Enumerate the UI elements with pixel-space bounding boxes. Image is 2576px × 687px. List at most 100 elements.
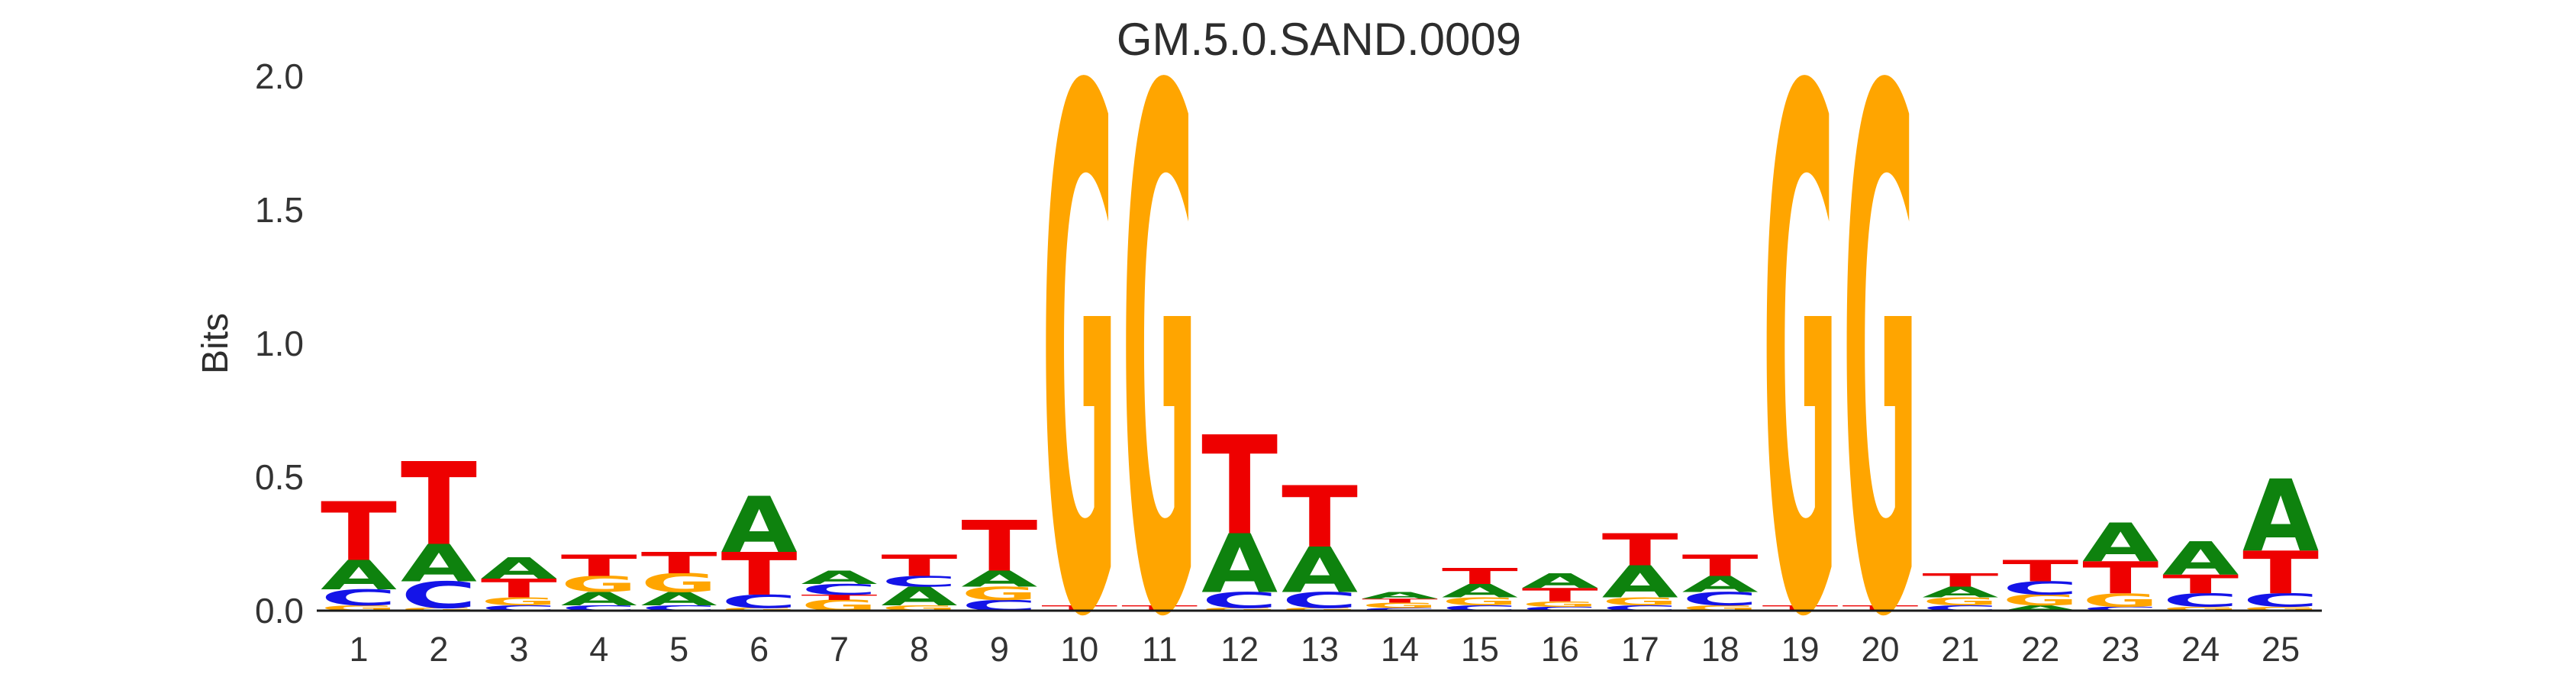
x-axis-tick-labels: 1 2 3 4 5 6 7 8 9 10 11 12 13 14 15 16 17 18 19 20 21 22 23 24 2… (349, 630, 2300, 669)
x-tick-label: 20 (1861, 630, 1899, 669)
logo-letter-G-pos23: G (2082, 590, 2158, 611)
logo-letter-A-pos25: A (2242, 460, 2319, 575)
x-tick-label: 14 (1381, 630, 1419, 669)
logo-letter-T-pos21: T (1922, 570, 1999, 592)
logo-letter-A-pos22: A (2002, 604, 2078, 612)
logo-letter-T-pos11: T (1121, 604, 1198, 612)
logo-letter-C-pos22: C (2002, 578, 2078, 599)
logo-letter-T-pos10: T (1041, 604, 1118, 612)
x-tick-label: 24 (2181, 630, 2220, 669)
y-axis-tick-labels: 0.0 0.5 1.0 1.5 2.0 (255, 56, 304, 631)
logo-letter-T-pos22: T (2002, 554, 2079, 589)
logo-letter-T-pos1: T (321, 486, 397, 579)
x-tick-label: 21 (1941, 630, 1979, 669)
logo-letter-T-pos13: T (1282, 468, 1358, 566)
x-tick-label: 7 (830, 630, 849, 669)
logo-letter-G-pos13: G (1282, 608, 1358, 612)
x-tick-label: 23 (2101, 630, 2139, 669)
logo-letter-A-pos23: A (2082, 512, 2158, 574)
logo-letter-T-pos19: T (1762, 604, 1839, 612)
logo-letter-T-pos17: T (1602, 525, 1679, 576)
logo-letter-C-pos25: C (2242, 590, 2319, 611)
y-tick-label: 0.0 (255, 591, 304, 631)
logo-letter-T-pos12: T (1201, 407, 1278, 565)
logo-letter-C-pos4: C (561, 604, 637, 612)
logo-letter-A-pos18: A (1682, 572, 1759, 597)
logo-letter-T-pos23: T (2082, 553, 2159, 604)
logo-letter-G-pos8: G (881, 604, 957, 612)
logo-letter-G-pos2: G (401, 608, 477, 612)
x-tick-label: 9 (990, 630, 1009, 669)
logo-letter-T-pos3: T (481, 573, 557, 603)
logo-letter-A-pos6: A (721, 481, 798, 570)
logo-letter-G-pos20: G (1842, 0, 1918, 687)
x-tick-label: 10 (1060, 630, 1098, 669)
x-tick-label: 1 (349, 630, 368, 669)
x-tick-label: 4 (589, 630, 608, 669)
logo-letter-G-pos21: G (1922, 595, 1998, 608)
y-axis-label: Bits (195, 313, 236, 374)
x-tick-label: 13 (1301, 630, 1339, 669)
x-tick-label: 16 (1541, 630, 1579, 669)
logo-letter-G-pos6: G (721, 608, 798, 612)
logo-letter-A-pos24: A (2162, 532, 2239, 585)
logo-letter-T-pos7: T (801, 593, 879, 602)
logo-letter-A-pos2: A (401, 534, 477, 594)
x-tick-label: 11 (1142, 630, 1178, 669)
logo-letter-T-pos20: T (1842, 604, 1919, 612)
x-tick-label: 8 (910, 630, 929, 669)
logo-letter-A-pos12: A (1201, 518, 1278, 611)
logo-letter-T-pos8: T (881, 549, 958, 583)
logo-letter-C-pos7: C (801, 581, 878, 598)
logo-letter-C-pos21: C (1922, 604, 1998, 612)
logo-letter-C-pos23: C (2082, 605, 2158, 611)
chart-title: GM.5.0.SAND.0009 (1117, 14, 1521, 65)
logo-letter-T-pos15: T (1442, 564, 1518, 589)
x-tick-label: 25 (2262, 630, 2300, 669)
logo-letter-A-pos5: A (641, 589, 717, 610)
logo-letter-G-pos25: G (2242, 605, 2319, 611)
logo-letter-T-pos6: T (721, 540, 798, 609)
logo-letter-C-pos16: C (1522, 605, 1598, 611)
logo-letter-C-pos14: C (1362, 608, 1438, 612)
x-tick-label: 5 (669, 630, 688, 669)
logo-letter-G-pos4: G (561, 572, 637, 597)
x-tick-label: 15 (1461, 630, 1499, 669)
logo-letter-G-pos15: G (1442, 595, 1518, 608)
logo-letter-T-pos18: T (1682, 549, 1759, 583)
logo-letter-G-pos22: G (2002, 592, 2078, 608)
logo-letter-C-pos6: C (721, 592, 798, 613)
logo-letter-A-pos17: A (1602, 557, 1678, 608)
logo-letter-A-pos13: A (1282, 534, 1359, 607)
logo-letter-C-pos3: C (481, 604, 557, 612)
x-tick-label: 2 (429, 630, 448, 669)
y-tick-label: 1.0 (255, 324, 304, 363)
logo-letter-C-pos24: C (2162, 590, 2239, 611)
x-axis-baseline (317, 609, 2322, 612)
logo-letter-T-pos25: T (2242, 540, 2319, 608)
logo-letter-C-pos15: C (1442, 604, 1518, 612)
logo-letter-T-pos9: T (961, 506, 1037, 588)
logo-letter-G-pos3: G (481, 595, 557, 608)
logo-letter-G-pos16: G (1522, 600, 1598, 608)
logo-letter-T-pos2: T (401, 438, 477, 571)
logo-letter-A-pos8: A (881, 582, 957, 611)
y-tick-label: 0.5 (255, 457, 304, 497)
x-tick-label: 19 (1781, 630, 1820, 669)
logo-letter-C-pos17: C (1602, 604, 1678, 612)
logo-letter-G-pos17: G (1602, 595, 1678, 608)
logo-letter-G-pos9: G (961, 583, 1037, 605)
logo-letter-G-pos19: G (1762, 0, 1839, 687)
logo-letter-C-pos12: C (1201, 588, 1278, 613)
logo-letter-T-pos24: T (2162, 569, 2239, 599)
logo-letter-A-pos21: A (1922, 584, 1998, 601)
logo-letter-C-pos13: C (1282, 588, 1358, 613)
logo-letter-T-pos14: T (1362, 598, 1438, 604)
logo-letter-T-pos5: T (641, 547, 718, 581)
logo-letter-G-pos12: G (1201, 608, 1278, 612)
logo-letter-G-pos5: G (641, 568, 717, 598)
x-tick-label: 6 (750, 630, 769, 669)
logo-letter-A-pos4: A (561, 589, 637, 610)
